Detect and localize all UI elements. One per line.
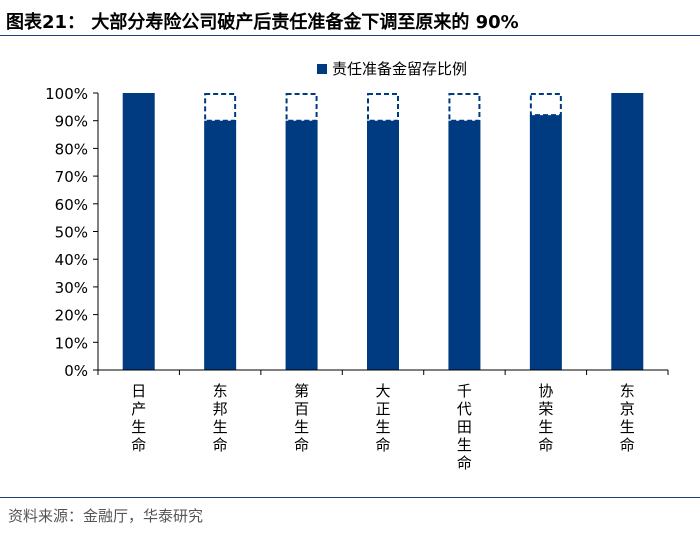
- legend-label: 责任准备金留存比例: [332, 60, 467, 78]
- bar-chart: 责任准备金留存比例 0% 10% 20% 30% 40% 50% 60% 70% 80% 90% 1…: [45, 60, 669, 472]
- bar: [448, 120, 481, 370]
- x-category-label: 大正生命: [375, 382, 390, 454]
- title-underline: [0, 35, 700, 36]
- bar: [529, 115, 562, 370]
- y-tick-label: 100%: [45, 85, 88, 103]
- bar: [367, 120, 399, 370]
- legend-swatch: [317, 64, 327, 74]
- reduction-outline: [204, 93, 237, 122]
- y-tick-label: 20%: [55, 307, 88, 325]
- x-axis: 日产生命 东邦生命 第百生命 大正生命 千代田生命 协荣生命 东京生命: [97, 369, 669, 472]
- x-category-label: 第百生命: [294, 382, 309, 454]
- x-category-label: 日产生命: [131, 382, 146, 454]
- reduction-outline: [367, 93, 399, 122]
- bars: [122, 93, 644, 370]
- y-axis: 0% 10% 20% 30% 40% 50% 60% 70% 80% 90% 100%: [45, 85, 99, 380]
- y-tick-label: 70%: [55, 168, 88, 186]
- x-category-label: 协荣生命: [538, 382, 553, 454]
- y-tick-label: 50%: [55, 224, 88, 242]
- y-tick-label: 0%: [64, 362, 88, 380]
- y-tick-label: 90%: [55, 113, 88, 131]
- legend: 责任准备金留存比例: [317, 60, 467, 78]
- x-category-label: 东邦生命: [213, 382, 228, 454]
- reduction-outline: [285, 93, 318, 122]
- y-tick-label: 30%: [55, 279, 88, 297]
- x-category-label: 东京生命: [620, 382, 635, 454]
- bar: [204, 120, 237, 370]
- y-tick-label: 40%: [55, 251, 88, 269]
- x-category-label: 千代田生命: [457, 382, 472, 472]
- footer-rule: [0, 497, 700, 498]
- y-tick-label: 10%: [55, 334, 88, 352]
- y-tick-label: 60%: [55, 196, 88, 214]
- source-note: 资料来源：金融厅，华泰研究: [8, 507, 204, 525]
- reduction-outline: [529, 93, 562, 117]
- bar: [122, 93, 155, 370]
- chart-title: 图表21： 大部分寿险公司破产后责任准备金下调至原来的 90%: [6, 12, 519, 33]
- reduction-outline: [448, 93, 481, 122]
- y-tick-label: 80%: [55, 140, 88, 158]
- bar: [611, 93, 644, 370]
- bar: [285, 120, 318, 370]
